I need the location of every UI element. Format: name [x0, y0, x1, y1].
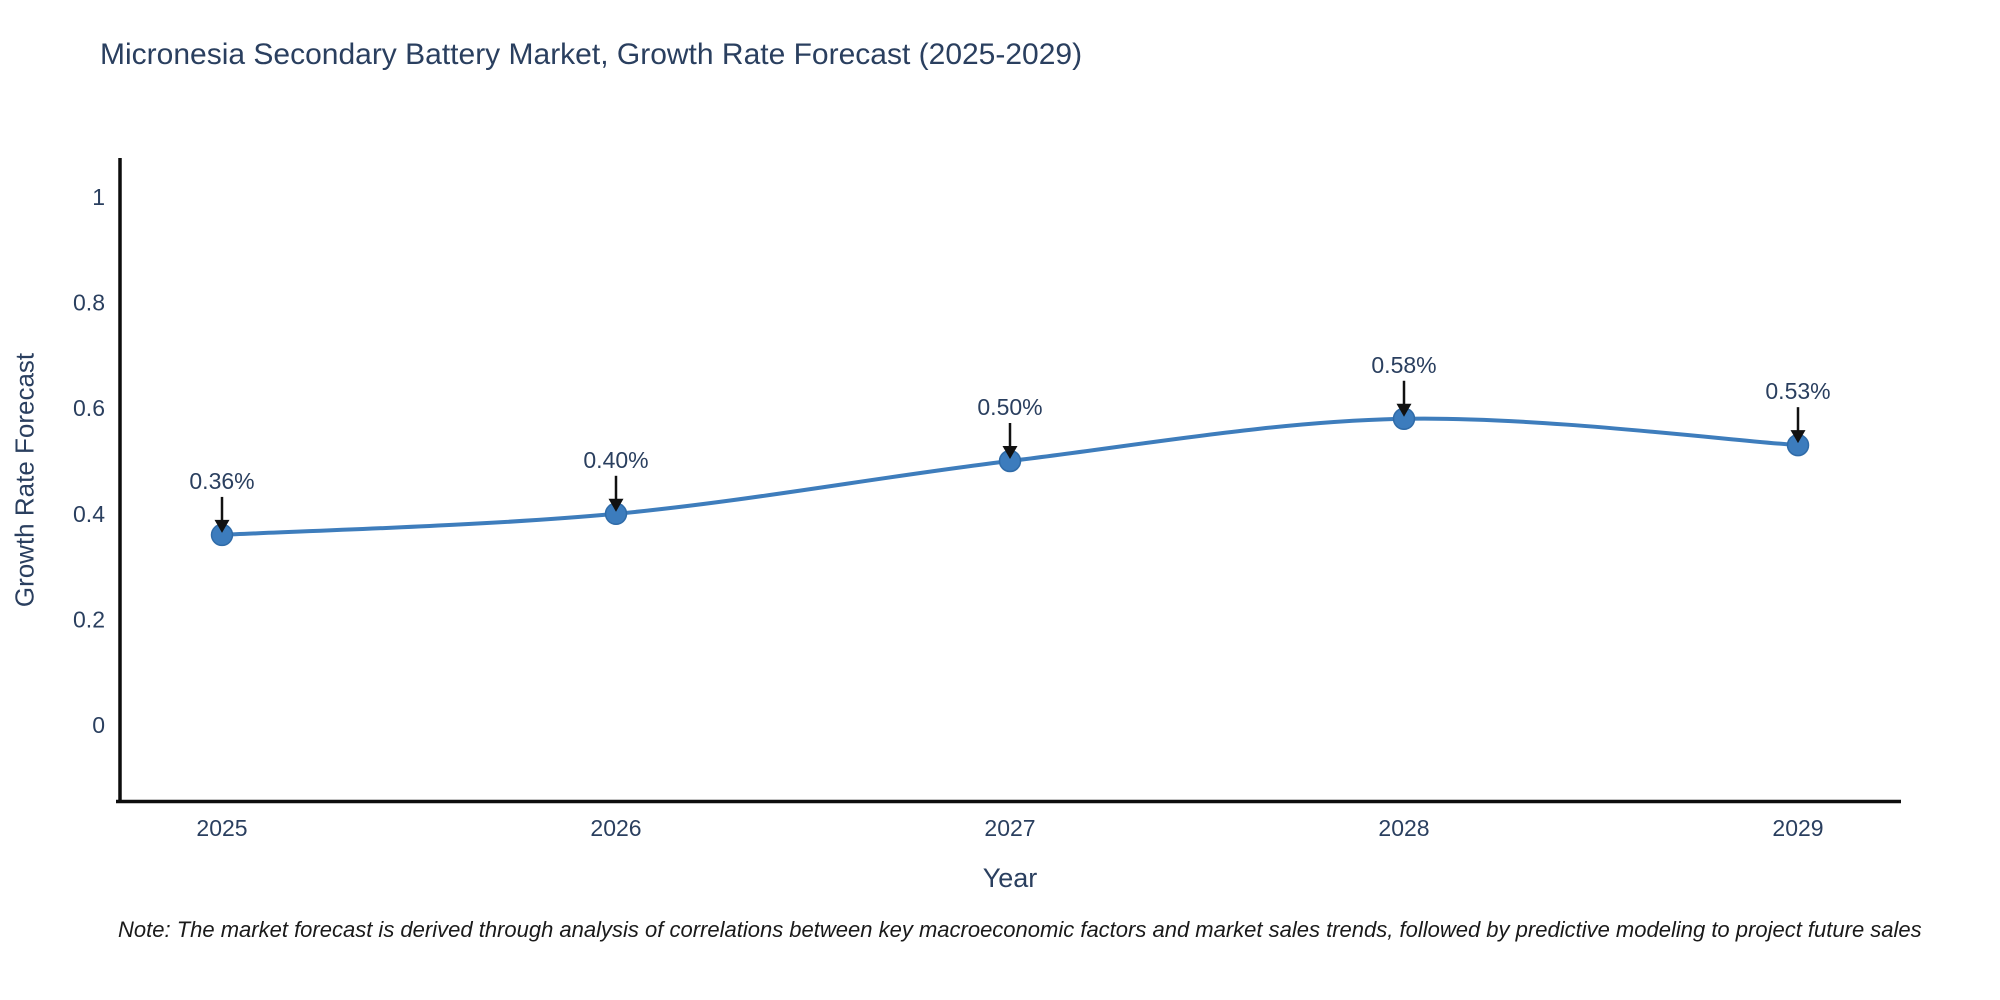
x-tick-label: 2029 [1772, 815, 1823, 841]
y-tick-label: 1 [92, 184, 105, 210]
x-axis-title: Year [982, 863, 1038, 893]
point-annotation-label: 0.36% [189, 468, 254, 494]
point-annotation-label: 0.58% [1371, 352, 1436, 378]
y-tick-label: 0.4 [73, 501, 105, 527]
y-tick-label: 0 [92, 712, 105, 738]
y-tick-label: 0.2 [73, 606, 105, 632]
point-annotation-label: 0.40% [583, 447, 648, 473]
annotation-arrowhead [1002, 446, 1018, 459]
x-tick-label: 2025 [196, 815, 247, 841]
annotation-arrowhead [608, 498, 624, 512]
x-tick-label: 2026 [590, 815, 641, 841]
y-tick-label: 0.6 [73, 395, 105, 421]
annotation-arrowhead [1790, 430, 1806, 444]
point-annotation-label: 0.50% [977, 394, 1042, 420]
footnote: Note: The market forecast is derived thr… [118, 917, 1922, 942]
annotation-arrowhead [214, 519, 230, 533]
chart-title: Micronesia Secondary Battery Market, Gro… [100, 38, 1083, 71]
x-tick-label: 2028 [1378, 815, 1429, 841]
x-tick-label: 2027 [984, 815, 1035, 841]
annotation-arrowhead [1396, 403, 1412, 417]
point-annotation-label: 0.53% [1765, 378, 1830, 404]
y-tick-label: 0.8 [73, 290, 105, 316]
